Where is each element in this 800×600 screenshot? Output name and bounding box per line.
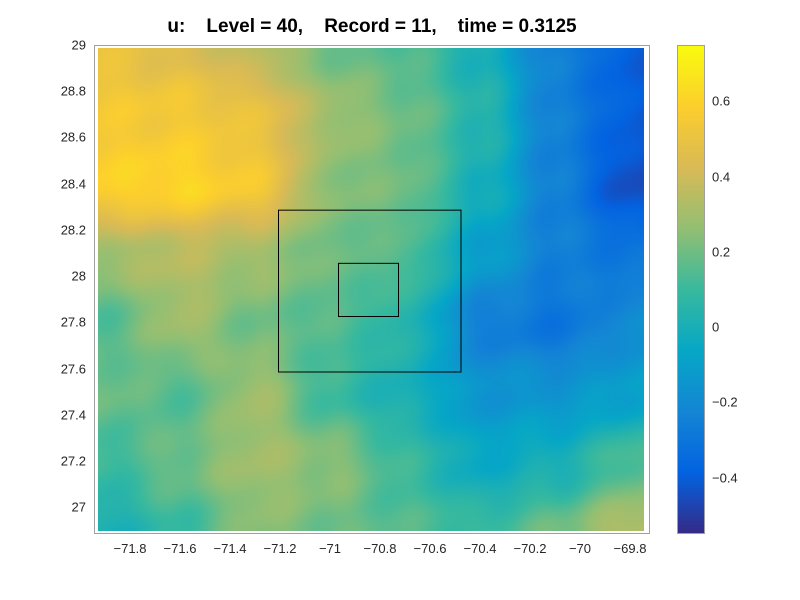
x-tick-label: −70.2 bbox=[513, 541, 547, 556]
y-tick-label: 28.2 bbox=[60, 222, 86, 238]
y-tick-label: 27.6 bbox=[60, 361, 86, 377]
x-tick-label: −70.4 bbox=[463, 541, 497, 556]
x-tick-label: −71.4 bbox=[213, 541, 247, 556]
outer-box bbox=[278, 209, 462, 373]
inner-box bbox=[338, 262, 399, 318]
y-tick-label: 28 bbox=[71, 268, 86, 284]
colorbar-tick-label: −0.4 bbox=[712, 470, 738, 486]
colorbar-tick-label: 0.2 bbox=[712, 244, 731, 260]
x-tick-label: −71.8 bbox=[113, 541, 147, 556]
colorbar-gradient bbox=[678, 46, 704, 533]
x-tick-label: −69.8 bbox=[613, 541, 647, 556]
heatmap-field bbox=[98, 48, 644, 531]
y-tick-label: 28.8 bbox=[60, 83, 86, 99]
y-tick-label: 27.8 bbox=[60, 314, 86, 330]
colorbar-tick-label: 0.6 bbox=[712, 93, 731, 109]
y-tick-label: 27.2 bbox=[60, 453, 86, 469]
y-tick-label: 27.4 bbox=[60, 407, 86, 423]
x-tick-label: −71 bbox=[318, 541, 342, 556]
y-tick-label: 27 bbox=[71, 499, 86, 515]
x-tick-label: −71.2 bbox=[263, 541, 297, 556]
plot-axes bbox=[94, 45, 650, 534]
colorbar bbox=[677, 45, 705, 534]
colorbar-tick-label: 0.4 bbox=[712, 169, 731, 185]
x-tick-label: −70 bbox=[568, 541, 592, 556]
x-tick-label: −70.8 bbox=[363, 541, 397, 556]
colorbar-tick-label: 0 bbox=[712, 319, 720, 335]
chart-title: u: Level = 40, Record = 11, time = 0.312… bbox=[167, 16, 577, 37]
x-tick-label: −71.6 bbox=[163, 541, 197, 556]
y-tick-label: 29 bbox=[71, 37, 86, 53]
y-tick-label: 28.6 bbox=[60, 129, 86, 145]
x-tick-label: −70.6 bbox=[413, 541, 447, 556]
y-tick-label: 28.4 bbox=[60, 176, 86, 192]
box-overlay bbox=[278, 209, 462, 373]
colorbar-tick-label: −0.2 bbox=[712, 394, 738, 410]
